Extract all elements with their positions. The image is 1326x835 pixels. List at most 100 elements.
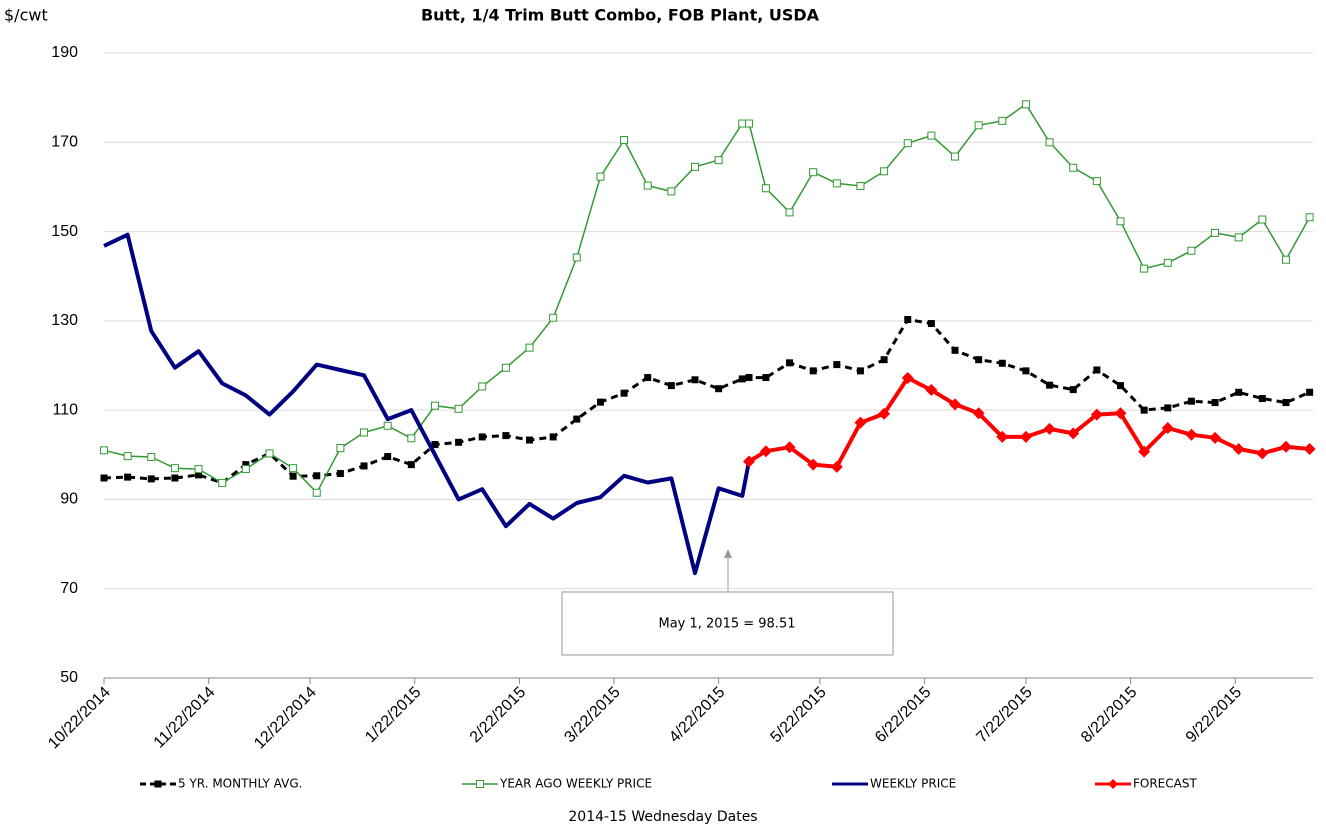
marker [1117, 382, 1125, 390]
series-line [747, 376, 1310, 469]
marker [1232, 442, 1245, 455]
marker [1187, 246, 1196, 255]
marker [901, 372, 914, 384]
marker [430, 401, 439, 410]
x-tick-label: 2/22/2015 [467, 684, 529, 746]
legend-item: YEAR AGO WEEKLY PRICE [462, 777, 652, 791]
marker [880, 167, 889, 176]
y-axis-label: $/cwt [4, 6, 48, 25]
marker [1187, 397, 1195, 405]
marker [100, 474, 108, 482]
marker [856, 367, 864, 375]
marker [360, 428, 369, 437]
marker [1067, 427, 1080, 440]
marker [856, 182, 865, 191]
marker [903, 139, 912, 148]
legend-label: WEEKLY PRICE [870, 777, 956, 791]
marker [745, 374, 753, 382]
marker [1022, 367, 1030, 375]
legend-marker [476, 780, 484, 788]
marker [1046, 381, 1054, 389]
legend-item: 5 YR. MONTHLY AVG. [140, 777, 302, 791]
x-tick-label: 11/22/2014 [151, 684, 219, 752]
marker [745, 119, 754, 128]
marker [927, 131, 936, 140]
marker [1258, 215, 1267, 224]
marker [644, 374, 652, 382]
marker [431, 441, 439, 449]
x-tick-label: 10/22/2014 [45, 684, 114, 753]
y-tick-label: 150 [51, 223, 78, 240]
marker [1093, 366, 1101, 374]
marker [1090, 408, 1103, 421]
marker [715, 385, 723, 393]
marker [526, 436, 534, 444]
marker [501, 363, 510, 372]
marker [809, 367, 817, 375]
marker [762, 374, 770, 382]
x-axis-label: 2014-15 Wednesday Dates [568, 809, 757, 825]
legend-marker [154, 780, 162, 788]
marker [1021, 100, 1030, 109]
marker [1114, 407, 1127, 420]
legend-label: 5 YR. MONTHLY AVG. [178, 777, 302, 791]
legend-label: YEAR AGO WEEKLY PRICE [499, 777, 652, 791]
marker [1045, 138, 1054, 147]
marker [1234, 233, 1243, 242]
marker [123, 452, 132, 461]
marker [124, 473, 132, 481]
marker [525, 343, 534, 352]
marker [478, 433, 486, 441]
series-line [103, 103, 1311, 494]
series [100, 100, 1314, 497]
y-tick-label: 90 [60, 491, 78, 508]
marker [407, 434, 416, 443]
marker [1211, 399, 1219, 407]
marker [759, 445, 772, 458]
marker [830, 460, 843, 473]
marker [690, 162, 699, 171]
series-line [103, 318, 1311, 485]
y-tick-label: 70 [60, 580, 78, 597]
marker [478, 382, 487, 391]
marker [218, 478, 227, 487]
x-tick-label: 12/22/2014 [251, 684, 320, 753]
marker [972, 407, 985, 420]
marker [951, 346, 959, 354]
series-line [103, 232, 751, 576]
marker [1258, 395, 1266, 403]
marker [620, 389, 628, 397]
marker [312, 488, 321, 497]
marker [743, 455, 756, 468]
x-tick-label: 5/22/2015 [767, 684, 829, 746]
marker [195, 471, 203, 479]
legend-item: FORECAST [1095, 777, 1197, 791]
marker [832, 179, 841, 188]
marker [1306, 388, 1314, 396]
marker [785, 208, 794, 217]
marker [1140, 264, 1149, 273]
annotation: May 1, 2015 = 98.51 [561, 549, 894, 656]
y-tick-label: 130 [51, 312, 78, 329]
series [743, 372, 1316, 473]
x-tick-label: 3/22/2015 [561, 684, 623, 746]
marker [1092, 177, 1101, 186]
marker [1211, 228, 1220, 237]
marker [170, 464, 179, 473]
marker [289, 472, 297, 480]
marker [880, 356, 888, 364]
marker [854, 416, 867, 429]
x-tick-label: 4/22/2015 [666, 684, 728, 746]
marker [147, 475, 155, 483]
marker [1138, 445, 1151, 458]
marker [455, 438, 463, 446]
series [103, 232, 751, 576]
marker [407, 461, 415, 469]
marker [1069, 386, 1077, 394]
x-tick-label: 9/22/2015 [1183, 684, 1245, 746]
marker [242, 461, 250, 469]
marker [1303, 442, 1316, 455]
marker [1256, 447, 1269, 460]
marker [360, 462, 368, 470]
marker [383, 421, 392, 430]
